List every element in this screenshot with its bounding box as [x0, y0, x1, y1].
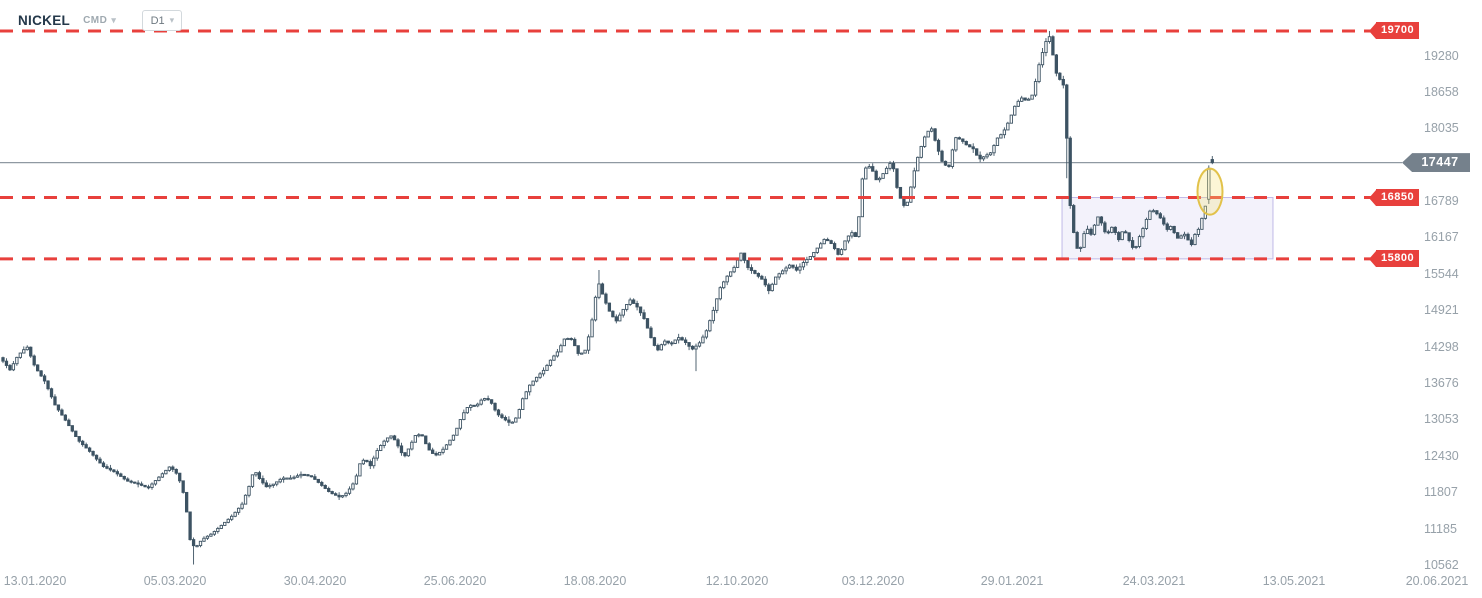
price-level-value: 15800: [1376, 250, 1420, 268]
price-level-value: 19700: [1376, 22, 1420, 40]
x-tick-label: 18.08.2020: [563, 574, 627, 588]
x-tick-label: 24.03.2021: [1122, 574, 1186, 588]
market-dropdown[interactable]: CMD ▾: [83, 15, 116, 26]
y-tick-label: 11185: [1424, 521, 1457, 536]
instrument-toolbar: NICKEL CMD ▾ D1 ▾: [18, 10, 183, 31]
y-tick-label: 16789: [1424, 194, 1459, 209]
market-label: CMD: [83, 15, 108, 26]
x-tick-label: 12.10.2020: [705, 574, 769, 588]
x-tick-label: 29.01.2021: [980, 574, 1044, 588]
x-tick-label: 13.05.2021: [1262, 574, 1326, 588]
price-level-value: 16850: [1376, 189, 1420, 206]
y-tick-label: 18035: [1424, 121, 1459, 136]
chevron-down-icon: ▾: [111, 15, 117, 25]
y-tick-label: 15544: [1424, 266, 1459, 281]
y-tick-label: 11807: [1424, 485, 1458, 500]
y-tick-label: 16167: [1424, 230, 1459, 245]
price-level-badge[interactable]: 19700: [1369, 22, 1420, 40]
x-tick-label: 05.03.2020: [143, 574, 207, 588]
y-tick-label: 14298: [1424, 339, 1459, 354]
y-tick-label: 14921: [1424, 303, 1459, 318]
x-tick-label: 25.06.2020: [423, 574, 487, 588]
chevron-down-icon: ▾: [169, 15, 175, 25]
y-tick-label: 19280: [1424, 48, 1459, 63]
y-tick-label: 12430: [1424, 448, 1459, 463]
badge-arrow-icon: [1369, 22, 1376, 39]
highlight-ellipse[interactable]: [1196, 167, 1224, 216]
price-level-badge[interactable]: 15800: [1369, 250, 1420, 268]
price-level-badge[interactable]: 16850: [1369, 189, 1420, 206]
current-price-badge: 17447: [1402, 153, 1470, 173]
candles-series: [1, 30, 1214, 565]
timeframe-label: D1: [150, 14, 165, 27]
badge-arrow-icon: [1369, 189, 1376, 206]
y-tick-label: 13676: [1424, 376, 1459, 390]
y-tick-label: 13053: [1424, 412, 1459, 427]
x-tick-label: 30.04.2020: [283, 574, 347, 588]
timeframe-dropdown[interactable]: D1 ▾: [142, 10, 183, 31]
x-tick-label: 03.12.2020: [841, 574, 905, 588]
badge-arrow-icon: [1369, 250, 1376, 267]
y-tick-label: 18658: [1424, 84, 1459, 99]
x-tick-label: 13.01.2020: [3, 574, 67, 588]
y-tick-label: 10562: [1424, 558, 1459, 572]
x-tick-label: 20.06.2021: [1405, 574, 1469, 588]
symbol-label: NICKEL: [18, 13, 71, 28]
